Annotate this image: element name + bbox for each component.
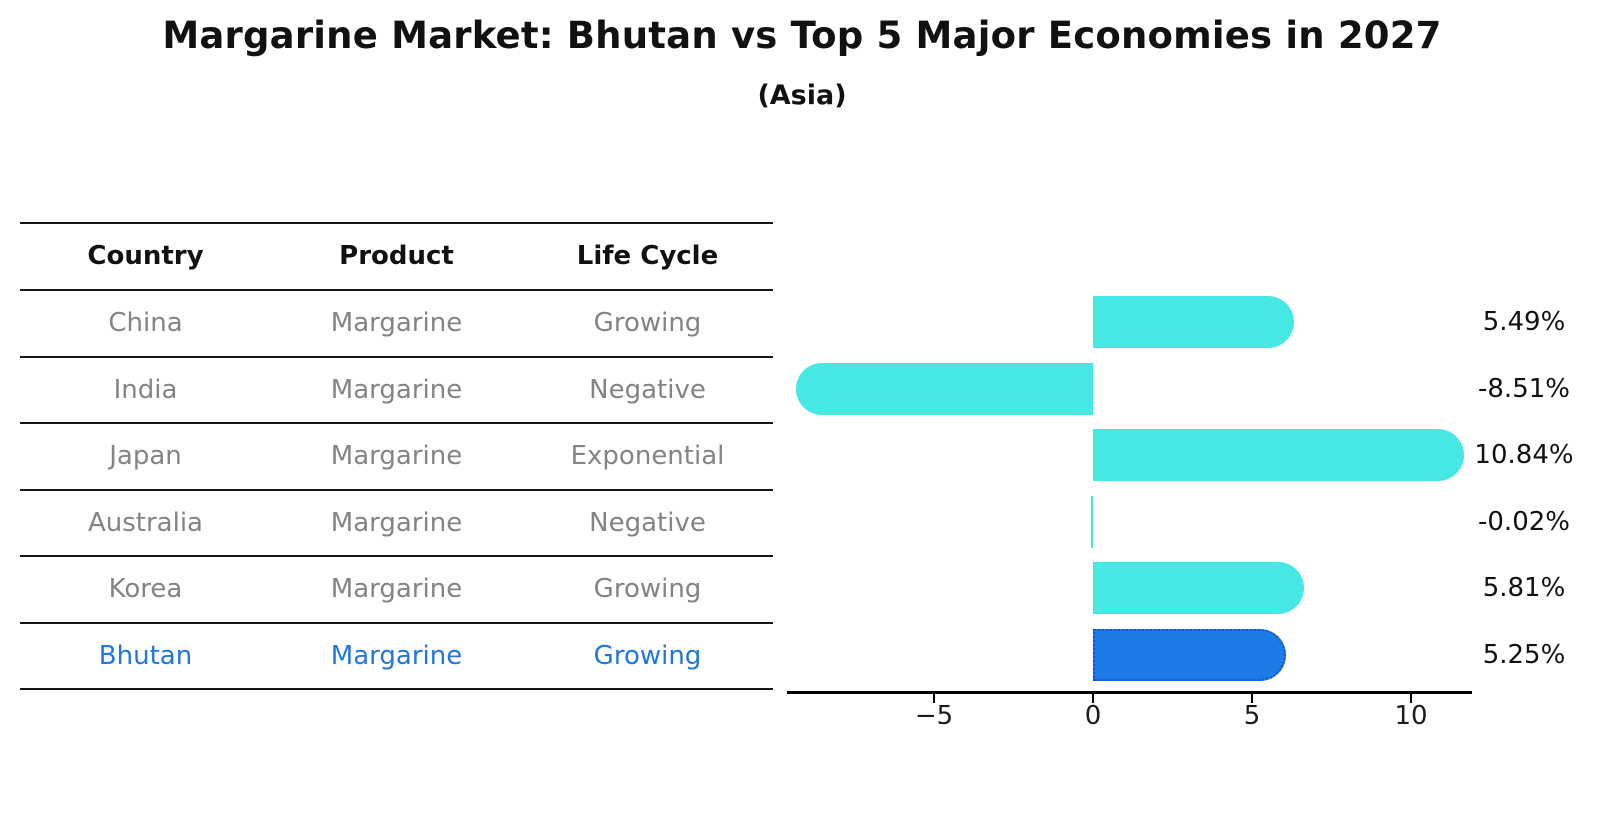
product-cell: Margarine [330,640,463,671]
bar-bhutan [1093,628,1286,681]
bar-value-label: -8.51% [1478,373,1570,404]
table-row: Japan Margarine Exponential [20,424,773,491]
x-tick-mark [1250,694,1254,703]
column-header-lifecycle: Life Cycle [576,241,719,271]
x-tick-mark [1091,694,1095,703]
lifecycle-cell: Exponential [570,441,725,471]
bar-japan [1093,429,1464,481]
table-body: China Margarine Growing India Margarine Negat… [20,291,773,690]
bar-india [796,362,1093,415]
country-cell: Korea [108,574,183,604]
bar-china [1093,296,1294,348]
country-cell: China [108,308,183,338]
column-header-product: Product [339,241,454,271]
chart-title: Margarine Market: Bhutan vs Top 5 Major … [162,14,1442,57]
table-row: Australia Margarine Negative [20,491,773,557]
bar-australia [1091,495,1093,548]
bar-value-label: 10.84% [1474,440,1574,470]
x-tick-label: 5 [1243,701,1261,731]
product-cell: Margarine [330,374,463,405]
lifecycle-cell: Negative [589,507,706,538]
product-cell: Margarine [330,507,463,538]
country-cell: India [113,374,178,405]
x-tick-mark [932,694,936,703]
x-tick-mark [1409,694,1413,703]
bar-value-label: -0.02% [1478,506,1570,537]
x-tick-label: 0 [1084,701,1102,731]
column-header-country: Country [87,241,204,271]
country-cell: Australia [87,507,203,538]
bar-value-label: 5.49% [1482,307,1566,337]
country-table: Country Product Life Cycle China Margarin… [20,222,773,690]
lifecycle-cell: Growing [593,574,702,604]
lifecycle-cell: Growing [593,640,702,671]
x-axis-line [787,691,1472,694]
product-cell: Margarine [330,441,463,471]
lifecycle-cell: Negative [589,374,706,405]
table-row: Bhutan Margarine Growing [20,624,773,690]
table-row: China Margarine Growing [20,291,773,358]
x-tick-label: −5 [914,701,954,731]
country-cell: Bhutan [98,640,193,671]
table-header-row: Country Product Life Cycle [20,224,773,291]
table-row: India Margarine Negative [20,358,773,424]
product-cell: Margarine [330,574,463,604]
x-tick-label: 10 [1394,701,1428,731]
table-row: Korea Margarine Growing [20,557,773,624]
bar-value-label: 5.81% [1482,573,1566,603]
lifecycle-cell: Growing [593,308,702,338]
product-cell: Margarine [330,308,463,338]
bar-korea [1093,562,1304,614]
bar-value-label: 5.25% [1482,639,1566,670]
chart-subtitle: (Asia) [757,80,847,111]
country-cell: Japan [109,441,182,471]
